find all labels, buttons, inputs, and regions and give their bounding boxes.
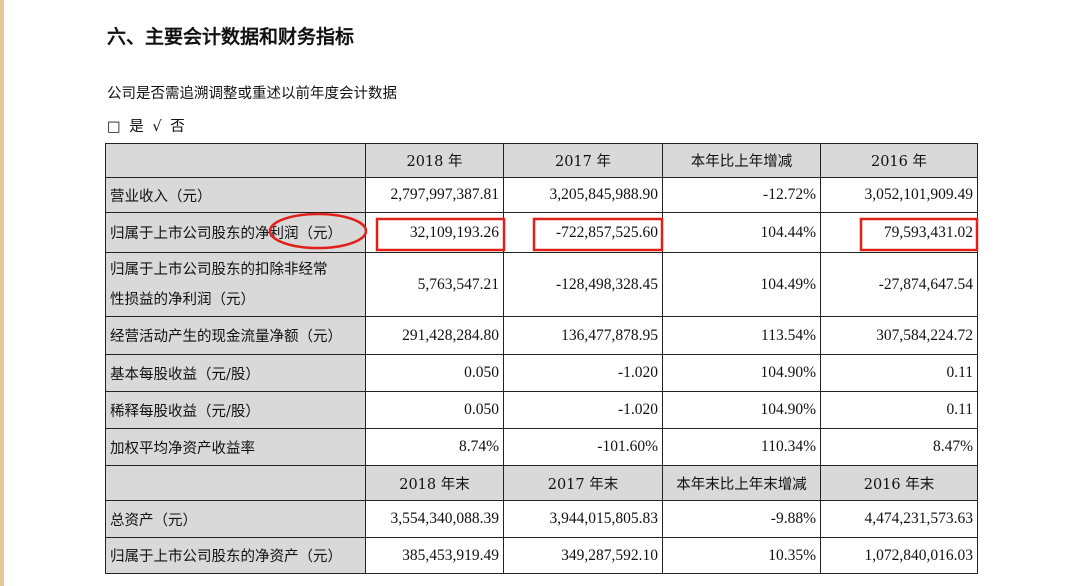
cell: 32,109,193.26 bbox=[365, 212, 504, 253]
cell: 291,428,284.80 bbox=[365, 316, 504, 355]
cell: 0.11 bbox=[820, 354, 978, 392]
cell: 104.49% bbox=[662, 252, 821, 317]
cell: 307,584,224.72 bbox=[820, 316, 978, 355]
cell: 8.74% bbox=[365, 428, 504, 466]
header-cell: 本年末比上年末增减 bbox=[662, 465, 821, 501]
header-cell: 本年比上年增减 bbox=[662, 143, 821, 178]
cell: -722,857,525.60 bbox=[503, 212, 663, 253]
data-row: 稀释每股收益（元/股） 0.050 -1.020 104.90% 0.11 bbox=[105, 391, 978, 429]
cell: 8.47% bbox=[820, 428, 978, 466]
cell: 79,593,431.02 bbox=[820, 212, 978, 253]
cell: -27,874,647.54 bbox=[820, 252, 978, 317]
options: □ 是 √ 否 bbox=[107, 119, 185, 135]
data-row: 归属于上市公司股东的净资产（元） 385,453,919.49 349,287,59… bbox=[105, 537, 978, 574]
header-cell: 2017 年末 bbox=[503, 465, 663, 501]
cell: 3,052,101,909.49 bbox=[820, 177, 978, 213]
cell: 4,474,231,573.63 bbox=[820, 500, 978, 538]
row-label: 总资产（元） bbox=[105, 500, 366, 538]
cell: -12.72% bbox=[662, 177, 821, 213]
cell: 385,453,919.49 bbox=[365, 537, 504, 574]
cell: 104.44% bbox=[662, 212, 821, 253]
data-row: 基本每股收益（元/股） 0.050 -1.020 104.90% 0.11 bbox=[105, 354, 978, 392]
cell: 104.90% bbox=[662, 354, 821, 392]
header-cell: 2017 年 bbox=[503, 143, 663, 178]
row-label: 归属于上市公司股东的净利润（元） bbox=[105, 212, 366, 253]
cell: 1,072,840,016.03 bbox=[820, 537, 978, 574]
cell: 3,554,340,088.39 bbox=[365, 500, 504, 538]
header-cell bbox=[105, 465, 366, 501]
data-row: 经营活动产生的现金流量净额（元） 291,428,284.80 136,477,87… bbox=[105, 316, 978, 355]
cell: 5,763,547.21 bbox=[365, 252, 504, 317]
section-title: 六、主要会计数据和财务指标 bbox=[107, 26, 355, 48]
cell: 349,287,592.10 bbox=[503, 537, 663, 574]
cell: 2,797,997,387.81 bbox=[365, 177, 504, 213]
cell: 136,477,878.95 bbox=[503, 316, 663, 355]
data-table: 2018 年 2017 年本年比上年增减 2016 年营业收入（元） 2,797,99… bbox=[105, 143, 978, 574]
subtitle: 公司是否需追溯调整或重述以前年度会计数据 bbox=[107, 86, 397, 102]
row-label: 归属于上市公司股东的扣除非经常 性损益的净利润（元） bbox=[105, 252, 366, 317]
label-line: 性损益的净利润（元） bbox=[110, 291, 255, 308]
cell: -1.020 bbox=[503, 391, 663, 429]
row-label: 归属于上市公司股东的净资产（元） bbox=[105, 537, 366, 574]
cell: 3,944,015,805.83 bbox=[503, 500, 663, 538]
cell: 10.35% bbox=[662, 537, 821, 574]
cell: 3,205,845,988.90 bbox=[503, 177, 663, 213]
cell: 110.34% bbox=[662, 428, 821, 466]
cell: -101.60% bbox=[503, 428, 663, 466]
data-row: 加权平均净资产收益率 8.74% -101.60% 110.34% 8.47% bbox=[105, 428, 978, 466]
header-cell: 2016 年末 bbox=[820, 465, 978, 501]
header-cell: 2016 年 bbox=[820, 143, 978, 178]
cell: -9.88% bbox=[662, 500, 821, 538]
data-row: 归属于上市公司股东的净利润（元） 32,109,193.26 -722,857,52… bbox=[105, 212, 978, 253]
cell: 104.90% bbox=[662, 391, 821, 429]
row-label: 稀释每股收益（元/股） bbox=[105, 391, 366, 429]
data-row: 归属于上市公司股东的扣除非经常 性损益的净利润（元） 5,763,547.21 -12… bbox=[105, 252, 978, 317]
row-label: 经营活动产生的现金流量净额（元） bbox=[105, 316, 366, 355]
row-label: 营业收入（元） bbox=[105, 177, 366, 213]
header-row: 2018 年末 2017 年末 本年末比上年末增减 2016 年末 bbox=[105, 465, 978, 501]
cell: -1.020 bbox=[503, 354, 663, 392]
data-row: 总资产（元） 3,554,340,088.39 3,944,015,805.83 -9… bbox=[105, 500, 978, 538]
header-row: 2018 年 2017 年本年比上年增减 2016 年 bbox=[105, 143, 978, 178]
cell: 0.11 bbox=[820, 391, 978, 429]
header-cell: 2018 年末 bbox=[365, 465, 504, 501]
row-label: 加权平均净资产收益率 bbox=[105, 428, 366, 466]
cell: 0.050 bbox=[365, 391, 504, 429]
data-row: 营业收入（元） 2,797,997,387.81 3,205,845,988.90-… bbox=[105, 177, 978, 213]
cell: 0.050 bbox=[365, 354, 504, 392]
cell: 113.54% bbox=[662, 316, 821, 355]
edge-stripe bbox=[0, 0, 4, 586]
header-cell: 2018 年 bbox=[365, 143, 504, 178]
row-label: 基本每股收益（元/股） bbox=[105, 354, 366, 392]
cell: -128,498,328.45 bbox=[503, 252, 663, 317]
label-line: 归属于上市公司股东的扣除非经常 bbox=[110, 261, 328, 278]
header-cell bbox=[105, 143, 366, 178]
